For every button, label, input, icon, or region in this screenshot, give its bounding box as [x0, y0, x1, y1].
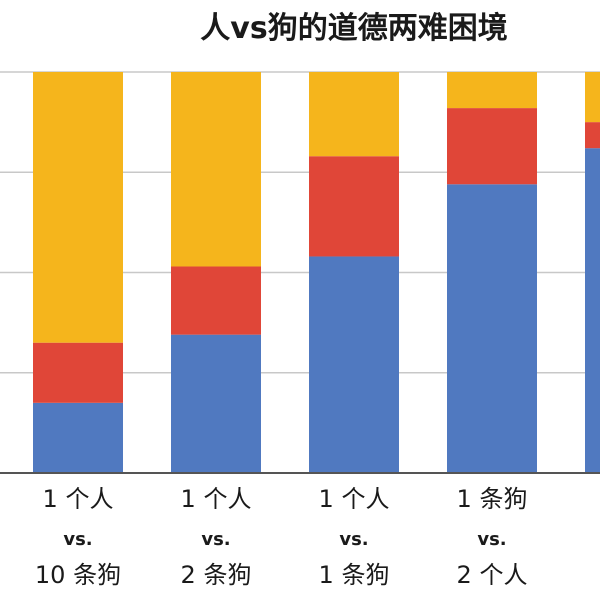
bar-segment [585, 72, 600, 123]
category-label-top: 1 个人 [181, 485, 252, 513]
category-label-bottom: 2 个人 [457, 561, 528, 589]
bar-segment [447, 184, 537, 473]
bar-segment [309, 256, 399, 473]
bar-segment [33, 342, 123, 403]
bar-segment [171, 334, 261, 473]
category-label-top: 1 个人 [43, 485, 114, 513]
bar-segment [447, 72, 537, 109]
bar-segment [309, 72, 399, 157]
category-label-top: 1 条狗 [457, 485, 528, 513]
bar-segment [585, 122, 600, 149]
bar-segment [171, 72, 261, 267]
category-label-top: 1 个人 [319, 485, 390, 513]
bar-segment [171, 266, 261, 335]
bar-segment [309, 156, 399, 257]
category-labels: 1 个人 vs. 10 条狗 1 个人 vs. 2 条狗 1 个人 vs. 1 条狗 1 条狗 vs… [35, 485, 528, 589]
bars [33, 72, 600, 473]
category-label-bottom: 10 条狗 [35, 561, 121, 589]
category-label-vs: vs. [63, 529, 92, 550]
bar-segment [447, 108, 537, 185]
category-label-vs: vs. [201, 529, 230, 550]
category-label-vs: vs. [477, 529, 506, 550]
category-label-bottom: 1 条狗 [319, 561, 390, 589]
chart-title: 人vs狗的道德两难困境 [200, 11, 507, 46]
bar-segment [585, 148, 600, 473]
bar-segment [33, 402, 123, 473]
category-label-bottom: 2 条狗 [181, 561, 252, 589]
bar-segment [33, 72, 123, 343]
category-label-vs: vs. [339, 529, 368, 550]
